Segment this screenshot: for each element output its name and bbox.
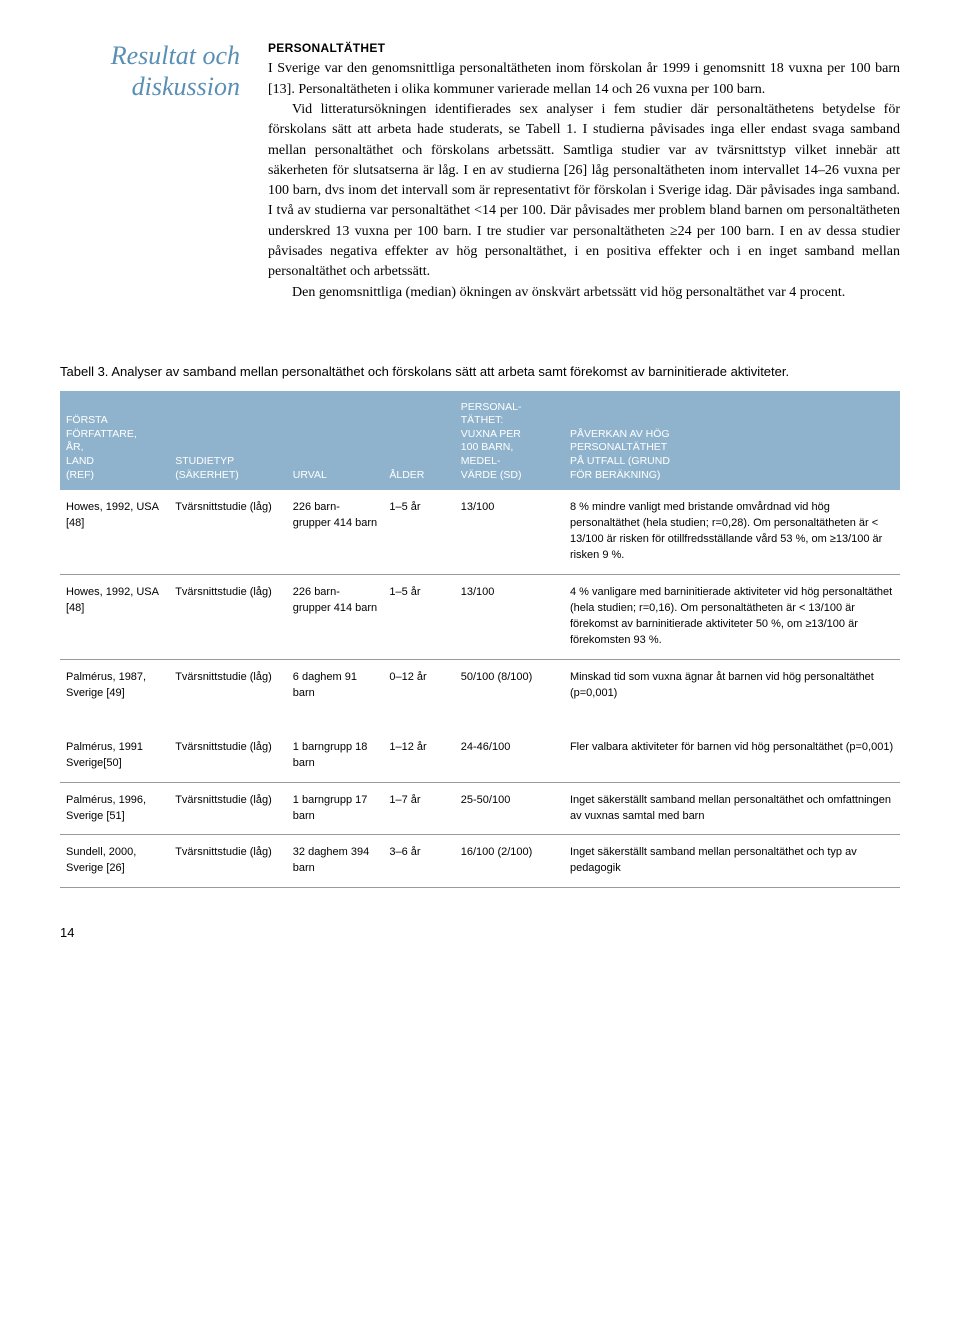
cell-density: 24-46/100 [455, 726, 564, 782]
cell-studytype: Tvärsnittstudie (låg) [169, 490, 287, 574]
table-row: Sundell, 2000, Sverige [26] Tvärsnittstu… [60, 835, 900, 888]
cell-density: 13/100 [455, 575, 564, 660]
cell-effect: 4 % vanligare med barninitierade aktivit… [564, 575, 900, 660]
th-author: FÖRSTAFÖRFATTARE,ÅR,LAND(REF) [60, 391, 169, 491]
data-table: FÖRSTAFÖRFATTARE,ÅR,LAND(REF) STUDIETYP(… [60, 391, 900, 889]
body-column: PERSONALTÄTHET I Sverige var den genomsn… [268, 40, 900, 303]
cell-effect: Fler valbara aktiviteter för barnen vid … [564, 726, 900, 782]
cell-sample: 1 barngrupp 18 barn [287, 726, 384, 782]
cell-age: 1–12 år [383, 726, 454, 782]
th-studytype: STUDIETYP(SÄKERHET) [169, 391, 287, 491]
cell-sample: 6 daghem 91 barn [287, 659, 384, 725]
cell-sample: 1 barngrupp 17 barn [287, 782, 384, 835]
table-body: Howes, 1992, USA [48] Tvärsnittstudie (l… [60, 490, 900, 888]
cell-studytype: Tvärsnittstudie (låg) [169, 835, 287, 888]
cell-effect: Minskad tid som vuxna ägnar åt barnen vi… [564, 659, 900, 725]
section-heading: PERSONALTÄTHET [268, 40, 900, 57]
th-sample: URVAL [287, 391, 384, 491]
table-row: Palmérus, 1987, Sverige [49] Tvärsnittst… [60, 659, 900, 725]
paragraph-2: Vid litteratursökningen identifierades s… [268, 100, 900, 283]
cell-age: 1–5 år [383, 490, 454, 574]
cell-author: Howes, 1992, USA [48] [60, 490, 169, 574]
cell-effect: 8 % mindre vanligt med bristande omvårdn… [564, 490, 900, 574]
cell-author: Palmérus, 1991 Sverige[50] [60, 726, 169, 782]
cell-age: 3–6 år [383, 835, 454, 888]
paragraph-3: Den genomsnittliga (median) ökningen av … [268, 283, 900, 303]
cell-density: 13/100 [455, 490, 564, 574]
cell-age: 1–7 år [383, 782, 454, 835]
cell-studytype: Tvärsnittstudie (låg) [169, 782, 287, 835]
table-row: Palmérus, 1991 Sverige[50] Tvärsnittstud… [60, 726, 900, 782]
cell-density: 50/100 (8/100) [455, 659, 564, 725]
th-effect: PÅVERKAN AV HÖGPERSONALTÄTHETPÅ UTFALL (… [564, 391, 900, 491]
cell-author: Sundell, 2000, Sverige [26] [60, 835, 169, 888]
cell-sample: 226 barn-grupper 414 barn [287, 575, 384, 660]
page-number: 14 [60, 924, 900, 943]
cell-author: Palmérus, 1987, Sverige [49] [60, 659, 169, 725]
paragraph-1: I Sverige var den genomsnittliga persona… [268, 59, 900, 100]
table-row: Palmérus, 1996, Sverige [51] Tvärsnittst… [60, 782, 900, 835]
cell-age: 0–12 år [383, 659, 454, 725]
header-row: Resultat och diskussion PERSONALTÄTHET I… [60, 40, 900, 303]
table-caption: Tabell 3. Analyser av samband mellan per… [60, 363, 900, 381]
table-row: Howes, 1992, USA [48] Tvärsnittstudie (l… [60, 575, 900, 660]
cell-author: Howes, 1992, USA [48] [60, 575, 169, 660]
cell-effect: Inget säkerställt samband mellan persona… [564, 782, 900, 835]
cell-sample: 226 barn-grupper 414 barn [287, 490, 384, 574]
cell-density: 16/100 (2/100) [455, 835, 564, 888]
cell-studytype: Tvärsnittstudie (låg) [169, 726, 287, 782]
sidebar-title: Resultat och diskussion [60, 40, 240, 303]
cell-studytype: Tvärsnittstudie (låg) [169, 575, 287, 660]
cell-author: Palmérus, 1996, Sverige [51] [60, 782, 169, 835]
cell-density: 25-50/100 [455, 782, 564, 835]
cell-studytype: Tvärsnittstudie (låg) [169, 659, 287, 725]
cell-sample: 32 daghem 394 barn [287, 835, 384, 888]
table-row: Howes, 1992, USA [48] Tvärsnittstudie (l… [60, 490, 900, 574]
cell-effect: Inget säkerställt samband mellan persona… [564, 835, 900, 888]
th-density: PERSONAL-TÄTHET:VUXNA PER100 BARN,MEDEL-… [455, 391, 564, 491]
table-head: FÖRSTAFÖRFATTARE,ÅR,LAND(REF) STUDIETYP(… [60, 391, 900, 491]
cell-age: 1–5 år [383, 575, 454, 660]
th-age: ÅLDER [383, 391, 454, 491]
